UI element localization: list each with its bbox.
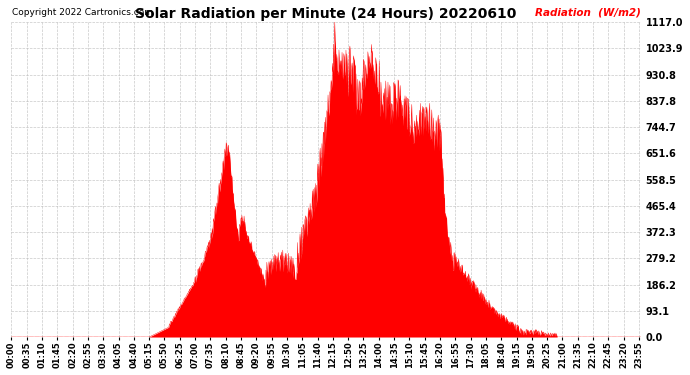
Text: Radiation  (W/m2): Radiation (W/m2) (535, 8, 641, 17)
Title: Solar Radiation per Minute (24 Hours) 20220610: Solar Radiation per Minute (24 Hours) 20… (135, 7, 517, 21)
Text: Copyright 2022 Cartronics.com: Copyright 2022 Cartronics.com (12, 8, 153, 17)
